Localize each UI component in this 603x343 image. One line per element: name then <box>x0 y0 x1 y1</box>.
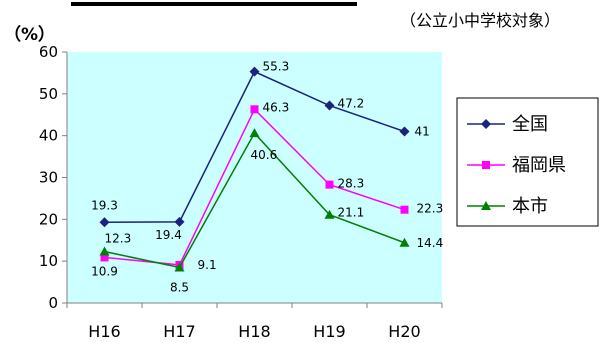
y-tick-label: 40 <box>39 127 58 145</box>
x-tick-label: H20 <box>388 322 420 341</box>
data-point-city <box>249 128 260 138</box>
data-label-fukuoka: 10.9 <box>91 264 118 278</box>
x-tick-label: H17 <box>163 322 195 341</box>
data-label-national: 55.3 <box>263 60 290 74</box>
data-label-city: 14.4 <box>417 236 444 250</box>
data-label-national: 47.2 <box>338 97 365 111</box>
x-tick-label: H16 <box>88 322 120 341</box>
legend-marker-city <box>481 201 491 210</box>
legend-label-city: 本市 <box>512 196 548 217</box>
legend-box <box>456 97 599 227</box>
plot-area <box>67 52 442 303</box>
y-tick-label: 20 <box>39 210 58 228</box>
data-label-national: 19.4 <box>155 228 182 242</box>
data-label-fukuoka: 46.3 <box>263 100 290 114</box>
chart-note: （公立小中学校対象） <box>400 11 560 30</box>
data-label-national: 19.3 <box>91 198 118 212</box>
legend-label-fukuoka: 福岡県 <box>512 155 566 176</box>
data-point-national <box>99 217 110 228</box>
data-point-city <box>399 237 410 247</box>
series-layer: 19.3 19.4 55.3 47.2 41 10.9 9.1 46.3 28.3 22.3 12.… <box>91 60 443 295</box>
legend-marker-national <box>481 119 491 129</box>
data-label-national: 41 <box>415 124 430 138</box>
data-point-national <box>324 100 335 111</box>
y-tick-label: 0 <box>48 294 58 312</box>
data-point-fukuoka <box>325 180 334 189</box>
data-point-national <box>174 216 185 227</box>
y-tick-label: 50 <box>39 85 58 103</box>
axes: 0 10 20 30 40 50 60 H16 H17 H18 H19 H20 <box>39 43 443 341</box>
legend-label-national: 全国 <box>512 114 548 135</box>
y-tick-label: 10 <box>39 252 58 270</box>
y-tick-label: 30 <box>39 169 58 187</box>
data-point-national <box>249 66 260 77</box>
data-point-fukuoka <box>100 253 109 262</box>
data-label-city: 40.6 <box>251 148 278 162</box>
data-label-city: 21.1 <box>338 206 365 220</box>
legend-marker-fukuoka <box>482 161 490 169</box>
y-axis-unit: （%） <box>4 24 55 45</box>
data-point-city <box>324 209 335 219</box>
data-point-city <box>174 262 185 272</box>
data-point-fukuoka <box>400 205 409 214</box>
data-point-national <box>399 126 410 137</box>
data-label-city: 8.5 <box>170 280 189 294</box>
data-point-city <box>99 246 110 256</box>
data-label-fukuoka: 22.3 <box>417 202 444 216</box>
y-tick-label: 60 <box>39 43 58 61</box>
data-label-city: 12.3 <box>105 232 132 246</box>
data-point-fukuoka <box>250 105 259 114</box>
x-tick-label: H18 <box>238 322 270 341</box>
x-tick-label: H19 <box>313 322 345 341</box>
data-label-fukuoka: 28.3 <box>338 177 365 191</box>
data-label-fukuoka: 9.1 <box>198 258 217 272</box>
